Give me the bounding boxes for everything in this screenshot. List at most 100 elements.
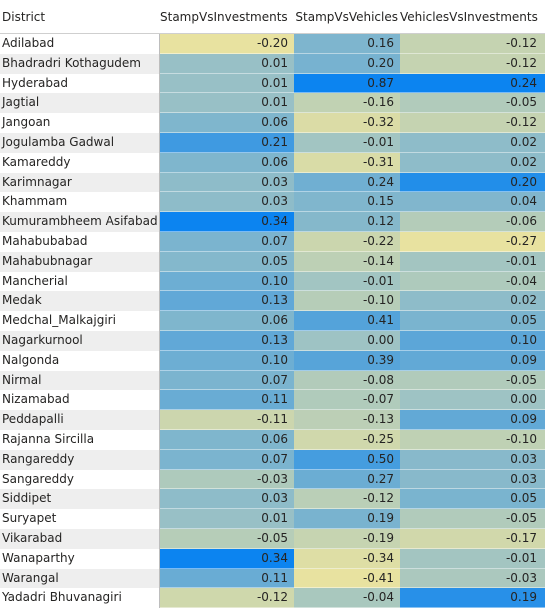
district-cell: Nalgonda	[0, 350, 160, 371]
table-row[interactable]: Yadadri Bhuvanagiri -0.12 -0.04 0.19	[0, 588, 545, 609]
value-cell-c2: 0.12	[294, 212, 400, 232]
value-cell-c3: 0.00	[400, 390, 545, 411]
value-cell-c2: -0.19	[294, 528, 400, 549]
column-header-district[interactable]: District	[2, 9, 46, 24]
district-cell: Medchal_Malkajgiri	[0, 311, 160, 331]
district-cell: Yadadri Bhuvanagiri	[0, 588, 160, 609]
value-cell-c3: 0.09	[400, 350, 545, 371]
value-cell-c2: 0.16	[294, 34, 400, 54]
value-cell-c3: -0.12	[400, 34, 545, 54]
value-cell-c3: -0.05	[400, 509, 545, 529]
value-cell-c2: 0.19	[294, 509, 400, 529]
table-row[interactable]: Adilabad -0.20 0.16 -0.12	[0, 34, 545, 54]
value-cell-c1: 0.34	[160, 212, 294, 232]
value-cell-c3: -0.12	[400, 113, 545, 133]
value-cell-c3: 0.02	[400, 152, 545, 173]
table-row[interactable]: Siddipet 0.03 -0.12 0.05	[0, 489, 545, 510]
table-body: Adilabad -0.20 0.16 -0.12 Bhadradri Kothagud…	[0, 34, 545, 609]
table-row[interactable]: Jagtial 0.01 -0.16 -0.05	[0, 93, 545, 114]
table-row[interactable]: Nagarkurnool 0.13 0.00 0.10	[0, 330, 545, 351]
table-row[interactable]: Suryapet 0.01 0.19 -0.05	[0, 509, 545, 529]
table-row[interactable]: Rajanna Sircilla 0.06 -0.25 -0.10	[0, 429, 545, 450]
district-cell: Jagtial	[0, 93, 160, 114]
value-cell-c1: 0.01	[160, 509, 294, 529]
column-header-stamp-vs-investments[interactable]: StampVsInvestments	[160, 9, 288, 24]
district-cell: Vikarabad	[0, 528, 160, 549]
value-cell-c3: 0.24	[400, 73, 545, 94]
column-header-vehicles-vs-investments[interactable]: VehiclesVsInvestments	[400, 9, 538, 24]
value-cell-c1: -0.20	[160, 34, 294, 54]
table-row[interactable]: Sangareddy -0.03 0.27 0.03	[0, 469, 545, 490]
district-cell: Rangareddy	[0, 449, 160, 470]
district-cell: Nizamabad	[0, 390, 160, 411]
table-row[interactable]: Mahabubnagar 0.05 -0.14 -0.01	[0, 251, 545, 272]
value-cell-c3: 0.09	[400, 410, 545, 430]
value-cell-c1: 0.01	[160, 93, 294, 114]
district-cell: Jogulamba Gadwal	[0, 132, 160, 153]
district-cell: Khammam	[0, 192, 160, 213]
table-row[interactable]: Bhadradri Kothagudem 0.01 0.20 -0.12	[0, 53, 545, 74]
value-cell-c1: 0.34	[160, 548, 294, 569]
table-row[interactable]: Wanaparthy 0.34 -0.34 -0.01	[0, 548, 545, 569]
table-header: District StampVsInvestments StampVsVehic…	[0, 0, 545, 34]
value-cell-c2: 0.39	[294, 350, 400, 371]
value-cell-c2: -0.08	[294, 370, 400, 391]
district-cell: Mahabubabad	[0, 231, 160, 252]
value-cell-c3: 0.10	[400, 330, 545, 351]
table-row[interactable]: Nizamabad 0.11 -0.07 0.00	[0, 390, 545, 411]
value-cell-c3: -0.10	[400, 429, 545, 450]
district-cell: Kumurambheem Asifabad	[0, 212, 160, 232]
table-row[interactable]: Hyderabad 0.01 0.87 0.24	[0, 73, 545, 94]
table-row[interactable]: Jogulamba Gadwal 0.21 -0.01 0.02	[0, 132, 545, 153]
table-row[interactable]: Vikarabad -0.05 -0.19 -0.17	[0, 528, 545, 549]
value-cell-c1: -0.05	[160, 528, 294, 549]
value-cell-c3: 0.20	[400, 172, 545, 193]
table-row[interactable]: Warangal 0.11 -0.41 -0.03	[0, 568, 545, 589]
value-cell-c2: -0.31	[294, 152, 400, 173]
table-row[interactable]: Kumurambheem Asifabad 0.34 0.12 -0.06	[0, 212, 545, 232]
district-cell: Nirmal	[0, 370, 160, 391]
value-cell-c2: -0.01	[294, 271, 400, 292]
table-row[interactable]: Khammam 0.03 0.15 0.04	[0, 192, 545, 213]
table-row[interactable]: Medchal_Malkajgiri 0.06 0.41 0.05	[0, 311, 545, 331]
table-row[interactable]: Medak 0.13 -0.10 0.02	[0, 291, 545, 312]
table-row[interactable]: Mancherial 0.10 -0.01 -0.04	[0, 271, 545, 292]
value-cell-c2: 0.15	[294, 192, 400, 213]
table-row[interactable]: Rangareddy 0.07 0.50 0.03	[0, 449, 545, 470]
value-cell-c3: -0.05	[400, 93, 545, 114]
value-cell-c1: 0.10	[160, 271, 294, 292]
value-cell-c1: 0.10	[160, 350, 294, 371]
value-cell-c1: 0.03	[160, 172, 294, 193]
value-cell-c1: -0.03	[160, 469, 294, 490]
table-row[interactable]: Peddapalli -0.11 -0.13 0.09	[0, 410, 545, 430]
district-cell: Rajanna Sircilla	[0, 429, 160, 450]
value-cell-c2: -0.22	[294, 231, 400, 252]
value-cell-c2: -0.14	[294, 251, 400, 272]
value-cell-c3: -0.17	[400, 528, 545, 549]
value-cell-c2: 0.41	[294, 311, 400, 331]
value-cell-c1: 0.01	[160, 73, 294, 94]
value-cell-c1: 0.03	[160, 192, 294, 213]
table-row[interactable]: Kamareddy 0.06 -0.31 0.02	[0, 152, 545, 173]
district-cell: Nagarkurnool	[0, 330, 160, 351]
table-row[interactable]: Karimnagar 0.03 0.24 0.20	[0, 172, 545, 193]
district-cell: Peddapalli	[0, 410, 160, 430]
table-row[interactable]: Nirmal 0.07 -0.08 -0.05	[0, 370, 545, 391]
table-row[interactable]: Nalgonda 0.10 0.39 0.09	[0, 350, 545, 371]
value-cell-c1: 0.06	[160, 429, 294, 450]
district-cell: Mancherial	[0, 271, 160, 292]
table-row[interactable]: Mahabubabad 0.07 -0.22 -0.27	[0, 231, 545, 252]
district-cell: Hyderabad	[0, 73, 160, 94]
value-cell-c1: 0.07	[160, 449, 294, 470]
value-cell-c3: -0.01	[400, 251, 545, 272]
value-cell-c1: 0.01	[160, 53, 294, 74]
value-cell-c2: 0.20	[294, 53, 400, 74]
value-cell-c2: -0.34	[294, 548, 400, 569]
table-row[interactable]: Jangoan 0.06 -0.32 -0.12	[0, 113, 545, 133]
value-cell-c2: 0.24	[294, 172, 400, 193]
column-header-stamp-vs-vehicles[interactable]: StampVsVehicles	[295, 9, 398, 24]
district-cell: Kamareddy	[0, 152, 160, 173]
value-cell-c3: 0.02	[400, 291, 545, 312]
value-cell-c3: 0.03	[400, 469, 545, 490]
